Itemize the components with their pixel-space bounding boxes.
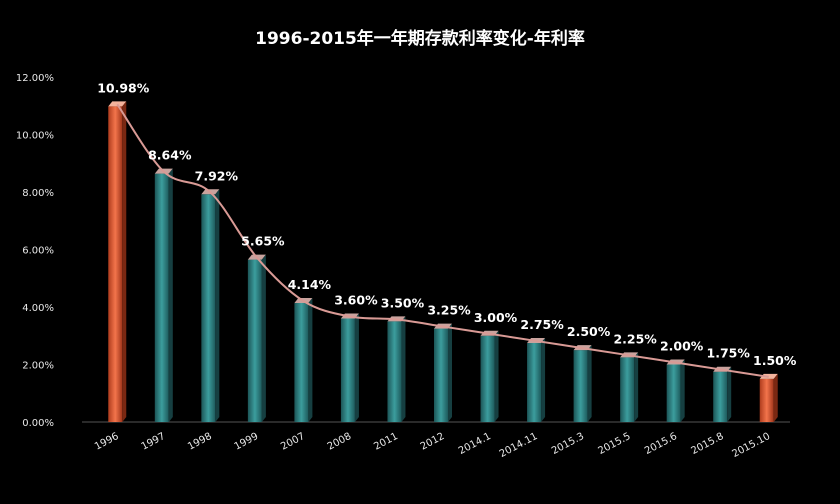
x-tick-label: 2014.11	[498, 431, 540, 460]
x-tick-label: 2015.6	[643, 431, 679, 457]
bar	[108, 101, 127, 422]
bar	[620, 352, 639, 422]
x-tick-label: 1997	[140, 431, 168, 453]
data-label: 3.25%	[427, 303, 471, 318]
bar-body	[713, 371, 728, 422]
bar-side	[261, 254, 266, 422]
bar-side	[354, 313, 359, 422]
y-tick-label: 2.00%	[22, 361, 54, 372]
x-tick-label: 2014.1	[457, 431, 493, 457]
data-label: 10.98%	[97, 80, 150, 95]
data-label: 1.75%	[707, 346, 751, 361]
bar-body	[620, 357, 635, 422]
data-label: 3.60%	[334, 293, 378, 308]
bar-body	[247, 259, 262, 422]
bars	[108, 101, 778, 422]
bar-body	[340, 318, 355, 422]
bar-body	[666, 364, 681, 422]
bar	[666, 359, 685, 422]
bar-side	[494, 330, 499, 422]
data-label: 3.00%	[474, 310, 518, 325]
bar-side	[122, 101, 127, 422]
bar	[573, 345, 592, 422]
x-tick-label: 2008	[326, 431, 354, 453]
data-label: 8.64%	[148, 148, 192, 163]
bar	[294, 297, 313, 422]
bar	[527, 337, 546, 422]
x-tick-label: 2015.10	[730, 431, 772, 460]
bar	[154, 168, 173, 422]
data-label: 5.65%	[241, 234, 285, 249]
bar-cap	[108, 101, 127, 107]
data-label: 7.92%	[195, 168, 239, 183]
bar	[201, 189, 220, 422]
x-tick-label: 2015.5	[596, 431, 632, 457]
x-tick-label: 1999	[233, 431, 261, 453]
bar	[340, 313, 359, 422]
bar-side	[308, 297, 313, 422]
trendline	[116, 103, 769, 378]
bar-body	[108, 106, 123, 422]
bar-side	[680, 359, 685, 422]
y-tick-label: 6.00%	[22, 246, 54, 257]
y-tick-label: 8.00%	[22, 188, 54, 199]
bar	[713, 366, 732, 422]
bar-side	[215, 189, 220, 422]
trendline-group	[116, 103, 769, 378]
bar-body	[294, 302, 309, 422]
bar	[247, 254, 266, 422]
data-label: 4.14%	[288, 277, 332, 292]
bar	[387, 316, 406, 422]
x-tick-label: 1996	[93, 431, 121, 453]
bar	[759, 373, 778, 422]
bar-body	[201, 194, 216, 422]
data-label: 3.50%	[381, 295, 425, 310]
bar-body	[527, 342, 542, 422]
data-label: 2.25%	[613, 331, 657, 346]
bar-side	[168, 168, 173, 422]
y-tick-label: 4.00%	[22, 303, 54, 314]
bar-body	[434, 328, 448, 422]
bar	[480, 330, 499, 422]
bar-side	[401, 316, 406, 422]
bar-body	[759, 378, 774, 422]
data-label: 2.75%	[520, 317, 564, 332]
bar-body	[387, 321, 402, 422]
bar-side	[541, 337, 546, 422]
x-tick-label: 2011	[372, 431, 400, 453]
bar	[434, 323, 452, 422]
bar-side	[448, 323, 452, 422]
y-tick-label: 10.00%	[16, 131, 54, 142]
data-label: 2.00%	[660, 339, 704, 354]
bar-side	[634, 352, 639, 422]
y-tick-label: 0.00%	[22, 418, 54, 429]
bar-side	[727, 366, 732, 422]
bar-body	[480, 335, 495, 422]
bar-side	[587, 345, 592, 422]
bar-body	[154, 173, 169, 422]
data-label: 1.50%	[753, 353, 797, 368]
x-tick-label: 2015.8	[690, 431, 726, 457]
bar-side	[773, 373, 778, 422]
x-tick-label: 1998	[186, 431, 214, 453]
x-tick-label: 2015.3	[550, 431, 586, 457]
x-tick-label: 2007	[279, 431, 307, 453]
y-tick-label: 12.00%	[16, 73, 54, 84]
bar-body	[573, 350, 588, 422]
data-label: 2.50%	[567, 324, 611, 339]
x-tick-label: 2012	[419, 431, 447, 453]
chart-title: 1996-2015年一年期存款利率变化-年利率	[255, 29, 585, 49]
